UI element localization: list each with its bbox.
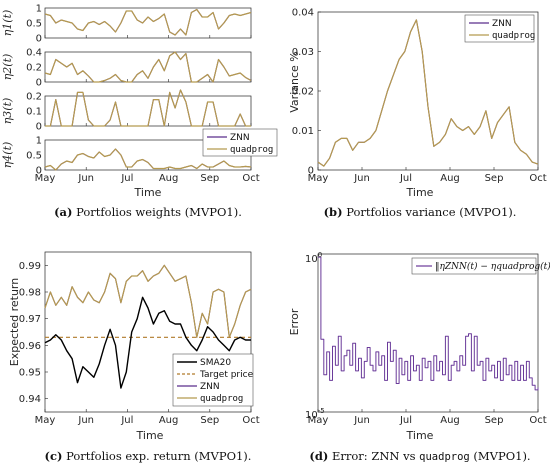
- panel-a-sub1-frame: [44, 7, 252, 39]
- panel-a-sub4-ytick: 0: [36, 166, 42, 177]
- caption-b: (b) Portfolios variance (MVPO1).: [324, 205, 517, 219]
- panel-a-sub2-ytick: 0: [36, 78, 42, 89]
- panel-b-ytick: 0.02: [292, 87, 314, 98]
- panel-d-xlabel: Time: [406, 429, 434, 442]
- panel-a-sub4-quadprog-line: [44, 148, 252, 171]
- legend-a-quadprog-label: quadprog: [230, 145, 273, 155]
- panel-a-sub4-ylabel: η4(t): [1, 142, 14, 169]
- panel-a-sub1-znn-line: [44, 8, 252, 36]
- panel-a-sub1-ylabel: η1(t): [1, 10, 14, 37]
- panel-a-sub2-ytick: 0.4: [26, 48, 42, 59]
- panel-a-sub2-frame: [44, 51, 252, 83]
- panel-a-sub4-xtick-label: May: [35, 173, 56, 184]
- panel-a-sub2-ylabel: η2(t): [1, 54, 14, 81]
- panel-c-ytick: 0.95: [19, 368, 41, 379]
- panel-a-sub4-xtick-label: Jul: [120, 173, 133, 184]
- panel-d-xtick-label: Jul: [399, 415, 412, 426]
- panel-b-xtick-label: Jul: [399, 173, 412, 184]
- panel-a-sub3-ytick: 0: [36, 122, 42, 133]
- panel-b-xtick-label: Jun: [353, 173, 370, 184]
- panel-c-xtick-label: Jul: [120, 415, 133, 426]
- panel-a-sub4-xtick-label: Oct: [242, 173, 259, 184]
- legend-c-znn-label: ZNN: [200, 382, 220, 392]
- panel-b-ylabel: Variance %: [288, 51, 301, 112]
- panel-a-sub2-ytick: 0.2: [26, 63, 42, 74]
- panel-b-ytick: 0.03: [292, 47, 314, 58]
- panel-b-xtick-label: Sep: [485, 173, 504, 184]
- panel-c-ytick: 0.99: [19, 261, 41, 272]
- panel-c-legend: SMA20 Target price ZNN quadprog: [172, 353, 254, 407]
- panel-c-xtick-label: May: [35, 415, 56, 426]
- panel-d-error-line: [318, 256, 539, 391]
- legend-b-quadprog-label: quadprog: [492, 31, 535, 41]
- caption-a: (a) Portfolios weights (MVPO1).: [54, 205, 242, 219]
- panel-b-quadprog-line: [317, 19, 539, 167]
- panel-a-legend: ZNN quadprog: [202, 128, 278, 157]
- panel-b-xlabel: Time: [406, 186, 434, 199]
- panel-c-xtick-label: Jun: [77, 415, 94, 426]
- panel-c-xtick-label: Aug: [159, 415, 179, 426]
- legend-a-znn-label: ZNN: [230, 133, 250, 143]
- panel-c-sma20-line: [44, 296, 251, 389]
- panel-d-xtick-label: Jun: [353, 415, 370, 426]
- panel-d-ytick-top: 100: [305, 251, 322, 265]
- panel-d-legend: ‖ηZNN(t) − ηquadprog(t)‖²₂: [411, 257, 550, 275]
- panel-a-sub1-quadprog-line: [44, 8, 252, 36]
- panel-a-sub4-xtick-label: Aug: [159, 173, 179, 184]
- panel-c-xtick-label: Sep: [200, 415, 219, 426]
- panel-b-ytick: 0.04: [292, 8, 314, 19]
- panel-c-ylabel: Expected return: [8, 278, 21, 366]
- panel-c-xtick-label: Oct: [242, 415, 259, 426]
- panel-b-ytick: 0.01: [292, 126, 314, 137]
- caption-c: (c) Portfolios exp. return (MVPO1).: [45, 449, 252, 463]
- panel-b-xtick-label: Oct: [529, 173, 546, 184]
- data-marks: [44, 8, 539, 391]
- panel-b-xtick-label: May: [308, 173, 329, 184]
- panel-d-xtick-label: Oct: [529, 415, 546, 426]
- panel-b-ytick: 0: [308, 166, 314, 177]
- panel-a-sub3-ytick: 0.1: [26, 107, 42, 118]
- panel-a-sub3-quadprog-line: [45, 89, 251, 127]
- panel-a-sub1-ytick: 1: [36, 4, 42, 15]
- axes-frames: [44, 7, 539, 413]
- panel-c-frame: [44, 251, 252, 413]
- panel-a-sub2-quadprog-line: [44, 51, 252, 83]
- panel-c-ytick: 0.98: [19, 288, 41, 299]
- panel-d-xtick-label: May: [308, 415, 329, 426]
- panel-a-sub4-ytick: 0.5: [26, 151, 42, 162]
- panel-a-sub3-ytick: 0.2: [26, 92, 42, 103]
- panel-b-legend: ZNN quadprog: [464, 14, 535, 43]
- legend-c-sma20-label: SMA20: [200, 358, 231, 368]
- panel-c-xlabel: Time: [136, 429, 164, 442]
- panel-d-xtick-label: Aug: [440, 415, 460, 426]
- panel-a-sub1-ytick: 0: [36, 34, 42, 45]
- tick-labels: 1 0.5 0 η1(t) 0.4 0.2 0 η2(t) 0.2 0.1 0 η3(t) 1 0.5 0 η…: [1, 4, 547, 427]
- panel-c-ytick: 0.96: [19, 341, 41, 352]
- panel-a-sub4-xtick-label: Sep: [200, 173, 219, 184]
- legend-c-quadprog-label: quadprog: [200, 394, 243, 404]
- legend-d-error-label: ‖ηZNN(t) − ηquadprog(t)‖²₂: [435, 261, 550, 272]
- panel-a-sub3-znn-line: [45, 89, 251, 127]
- legend-b-znn-label: ZNN: [492, 19, 512, 29]
- panel-a-xlabel: Time: [134, 186, 162, 199]
- panel-d-xtick-label: Sep: [485, 415, 504, 426]
- panel-d-frame: [317, 253, 539, 413]
- panel-c-znn-line: [44, 264, 252, 338]
- panel-a-sub4-xtick-label: Jun: [77, 173, 94, 184]
- panel-d-ylabel: Error: [288, 308, 301, 335]
- panel-c-quadprog-line: [44, 264, 252, 338]
- panel-c-ytick: 0.97: [19, 314, 41, 325]
- legend-c-target-label: Target price: [199, 370, 254, 380]
- panel-a-sub4-ytick: 1: [36, 136, 42, 147]
- panel-a-sub1-ytick: 0.5: [26, 19, 42, 30]
- panel-c-ytick: 0.94: [19, 394, 41, 405]
- panel-d-ytick-bottom: 10-5: [305, 407, 325, 421]
- panel-b-xtick-label: Aug: [440, 173, 460, 184]
- caption-d: (d) Error: ZNN vs quadprog (MVPO1).: [309, 449, 530, 463]
- panel-a-sub3-ylabel: η3(t): [1, 98, 14, 125]
